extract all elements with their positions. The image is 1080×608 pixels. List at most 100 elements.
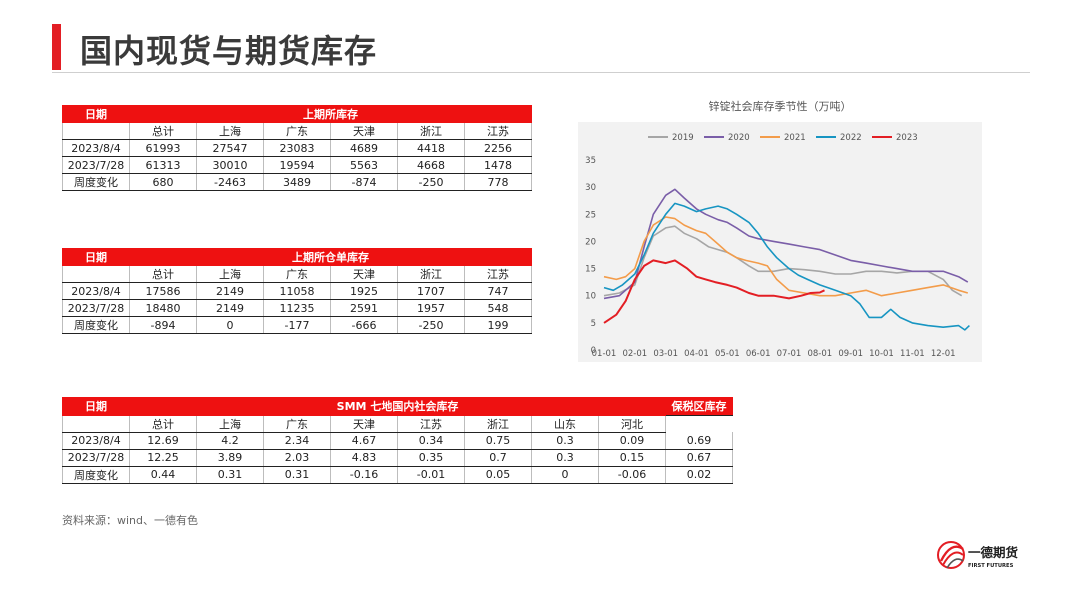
table-corner-label: 日期 <box>62 397 130 416</box>
y-tick-label: 0 <box>591 346 596 356</box>
smm-social-inventory-table: 日期 SMM 七地国内社会库存 保税区库存 总计 上海 广东 天津 江苏 浙江 山东 河北 2023… <box>62 397 733 484</box>
table-cell: 1478 <box>464 156 532 174</box>
table-cell: -250 <box>397 173 465 191</box>
table-cell: 199 <box>464 316 532 334</box>
bonded-header: 保税区库存 <box>665 397 733 416</box>
table-row: 2023/8/4 17586 2149 11058 1925 1707 747 <box>62 282 532 300</box>
column-header: 总计 <box>129 123 197 140</box>
table-cell: 0.3 <box>531 432 599 450</box>
table-cell: 0.34 <box>397 432 465 450</box>
table-cell: 0.35 <box>397 449 465 467</box>
table-corner-blank <box>62 266 130 283</box>
table-cell: -0.16 <box>330 466 398 484</box>
y-tick-label: 15 <box>585 265 596 275</box>
table-cell: 4668 <box>397 156 465 174</box>
x-tick-label: 10-01 <box>869 349 894 359</box>
table-cell: 680 <box>129 173 197 191</box>
table-cell: 747 <box>464 282 532 300</box>
chart-title: 锌锭社会库存季节性（万吨） <box>708 100 852 113</box>
table-header: 上期所仓单库存 <box>129 248 532 266</box>
bonded-cell: 0.69 <box>665 432 733 450</box>
x-tick-label: 02-01 <box>622 349 647 359</box>
table-cell: 19594 <box>263 156 331 174</box>
series-line-2022 <box>603 202 970 331</box>
x-tick-label: 12-01 <box>931 349 956 359</box>
row-label: 2023/8/4 <box>62 139 130 157</box>
x-tick-label: 07-01 <box>777 349 802 359</box>
table-corner-blank <box>62 415 130 433</box>
y-tick-label: 25 <box>585 210 596 220</box>
table-cell: 12.69 <box>129 432 197 450</box>
row-label: 2023/7/28 <box>62 156 130 174</box>
table-cell: 23083 <box>263 139 331 157</box>
row-label: 2023/8/4 <box>62 282 130 300</box>
table-cell: 0.31 <box>196 466 264 484</box>
table-cell: 0 <box>196 316 264 334</box>
table-header: 上期所库存 <box>129 105 532 123</box>
table-row: 周度变化 -894 0 -177 -666 -250 199 <box>62 316 532 334</box>
column-header: 总计 <box>129 266 197 283</box>
y-tick-label: 35 <box>585 156 596 166</box>
page-title: 国内现货与期货库存 <box>80 32 378 70</box>
column-header: 上海 <box>196 415 264 433</box>
table-cell: 4.2 <box>196 432 264 450</box>
table-row: 2023/7/28 18480 2149 11235 2591 1957 548 <box>62 299 532 317</box>
table-row: 2023/7/28 12.25 3.89 2.03 4.83 0.35 0.7 0.3 0.15… <box>62 449 733 467</box>
table-cell: 0 <box>531 466 599 484</box>
table-cell: -0.01 <box>397 466 465 484</box>
table-cell: 4418 <box>397 139 465 157</box>
table-cell: 0.31 <box>263 466 331 484</box>
logo-name-en: FIRST FUTURES <box>968 563 1014 569</box>
legend-label: 2021 <box>784 133 806 143</box>
row-label: 2023/7/28 <box>62 299 130 317</box>
table-cell: 0.44 <box>129 466 197 484</box>
legend-label: 2019 <box>672 133 694 143</box>
x-tick-label: 08-01 <box>807 349 832 359</box>
row-label: 周度变化 <box>62 173 130 191</box>
y-tick-label: 5 <box>591 319 596 329</box>
x-tick-label: 05-01 <box>715 349 740 359</box>
table-cell: 0.7 <box>464 449 532 467</box>
table-cell: 0.05 <box>464 466 532 484</box>
x-tick-label: 04-01 <box>684 349 709 359</box>
y-tick-label: 10 <box>585 292 596 302</box>
table-cell: 2591 <box>330 299 398 317</box>
x-tick-label: 09-01 <box>838 349 863 359</box>
table-cell: 1707 <box>397 282 465 300</box>
x-tick-label: 06-01 <box>746 349 771 359</box>
table-cell: -666 <box>330 316 398 334</box>
table-cell: 0.09 <box>598 432 666 450</box>
column-header: 河北 <box>598 415 666 433</box>
table-cell: 30010 <box>196 156 264 174</box>
table-cell: 3.89 <box>196 449 264 467</box>
x-tick-label: 11-01 <box>900 349 925 359</box>
table-cell: 0.15 <box>598 449 666 467</box>
table-row: 周度变化 680 -2463 3489 -874 -250 778 <box>62 173 532 191</box>
table-cell: 61313 <box>129 156 197 174</box>
row-label: 周度变化 <box>62 316 130 334</box>
column-header: 浙江 <box>464 415 532 433</box>
column-header: 总计 <box>129 415 197 433</box>
table-cell: 4689 <box>330 139 398 157</box>
y-tick-label: 20 <box>585 237 596 247</box>
table-cell: -2463 <box>196 173 264 191</box>
table-row: 2023/8/4 61993 27547 23083 4689 4418 2256 <box>62 139 532 157</box>
column-header: 江苏 <box>464 266 532 283</box>
table-header: SMM 七地国内社会库存 <box>129 397 666 416</box>
chart-panel: 0 5 10 15 20 25 30 35 01-01 02-01 03-01 04-01 05-01 0… <box>578 122 982 362</box>
table-cell: 1957 <box>397 299 465 317</box>
column-header: 广东 <box>263 266 331 283</box>
row-label: 周度变化 <box>62 466 130 484</box>
shfe-warrant-table: 日期 上期所仓单库存 总计 上海 广东 天津 浙江 江苏 2023/8/4 17586 2149 1… <box>62 248 532 334</box>
table-cell: 778 <box>464 173 532 191</box>
legend-label: 2023 <box>896 133 918 143</box>
column-header: 山东 <box>531 415 599 433</box>
table-row: 周度变化 0.44 0.31 0.31 -0.16 -0.01 0.05 0 -0.06 0.02 <box>62 466 733 484</box>
table-corner-label: 日期 <box>62 248 130 266</box>
x-tick-label: 03-01 <box>653 349 678 359</box>
table-cell: 17586 <box>129 282 197 300</box>
table-cell: 11058 <box>263 282 331 300</box>
source-note: 资料来源：wind、一德有色 <box>62 514 199 527</box>
table-cell: 2256 <box>464 139 532 157</box>
table-cell: 0.3 <box>531 449 599 467</box>
